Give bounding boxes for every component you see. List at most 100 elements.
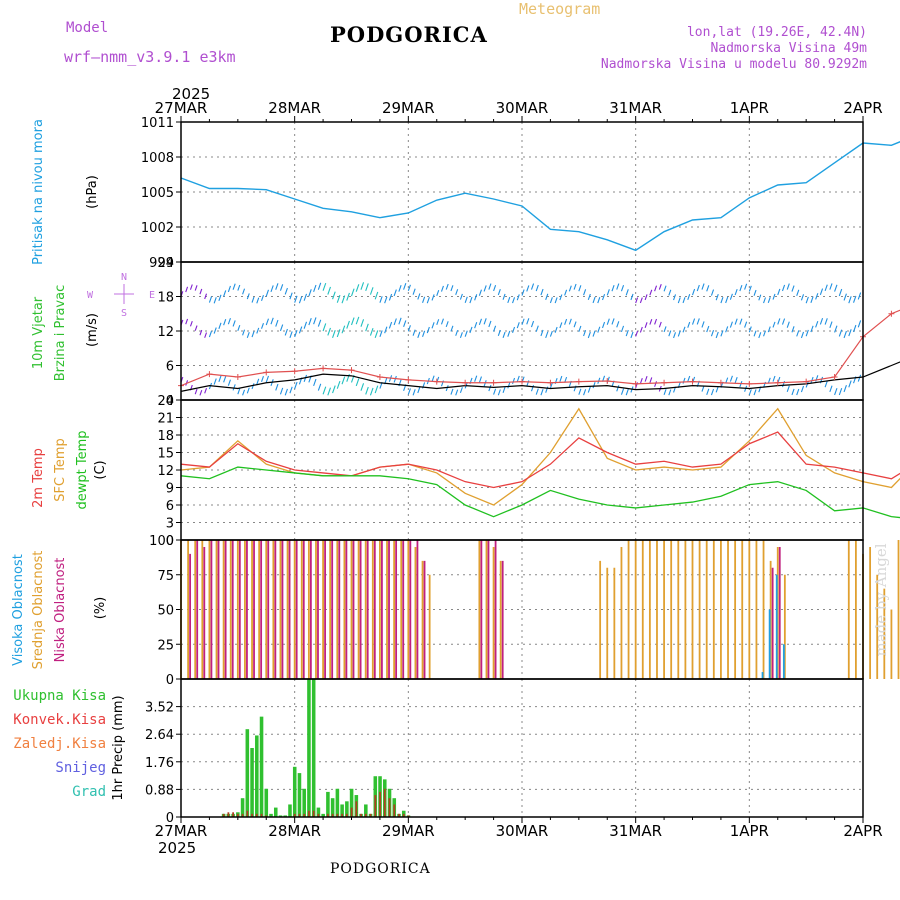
wind-barb [204,332,208,338]
wind-barb [218,375,222,383]
model-name: wrf—nmm_v3.9.1 e3km [64,48,236,66]
y-tick-label: 0.88 [145,783,174,798]
precip-convective-bar [402,813,405,817]
wind-gust-marker [348,367,355,374]
wind-barb [559,375,563,382]
wind-barb [706,388,710,396]
wind-barb [336,329,341,338]
wind-barb [265,375,270,383]
wind-barb [412,329,416,336]
elevation-label: Nadmorska Visina 49m [710,41,867,56]
y-tick-label: 12 [157,325,174,340]
y-tick-label: 1002 [141,221,174,236]
wind-barb [189,284,193,290]
wind-barb [412,389,416,396]
y-tick-label: 3.52 [145,701,174,716]
wind-barb [729,321,733,328]
y-tick-label: 12 [157,464,174,479]
temp-unit: (C) [93,460,108,479]
wind-gust-marker [291,368,298,375]
wind-barb [597,296,601,304]
y-tick-label: 21 [157,412,174,427]
wind-barb [275,319,279,327]
wind-barb [786,283,790,290]
wind-barb [535,284,539,292]
wind-barb [360,282,365,290]
wind-barb [208,330,213,338]
wind-barb [739,284,743,292]
wind-barb [227,317,231,325]
wind-barb [663,326,667,333]
wind-gust-marker [263,369,270,376]
wind-barb [620,388,625,395]
wind-barb [748,326,752,333]
pressure-line [180,141,900,252]
wind-barb [260,322,264,329]
wind-barb [341,376,346,385]
wind-barb [185,286,189,293]
wind-barb [658,321,662,328]
wind-barb [583,289,587,296]
wind-gust-marker [490,379,497,386]
wind-barb [601,321,606,329]
wind-barb [242,288,246,295]
wind-barb [748,389,752,396]
wind-barb [606,289,610,296]
wind-barb [540,389,544,396]
wind-barb [824,380,828,388]
wind-barb [815,320,819,328]
wind-barb [772,321,776,328]
y-tick-label: 50 [157,604,174,619]
precip-total-bar [345,801,349,817]
precip-legend-item: Snijeg [55,760,106,776]
precip-convective-bar [303,813,306,817]
wind-barb [663,388,667,395]
wind-barb [341,295,346,304]
wind-barb [786,385,790,392]
precip-convective-bar [222,813,225,817]
wind-barb [564,289,568,296]
wind-barb [507,382,511,389]
wind-barb [237,388,241,395]
precip-convective-bar [364,813,367,817]
wind-barb [213,297,217,304]
wind-barb [497,389,501,396]
x-day-label-bottom: 1APR [730,822,769,840]
x-day-label-bottom: 31MAR [609,822,662,840]
wind-barb [436,290,440,296]
wind-barb [194,388,198,395]
wind-barb [587,386,591,393]
wind-barb [488,320,492,328]
wind-barb [393,318,397,326]
wind-barb [223,318,227,326]
x-day-label-bottom: 27MAR [155,822,208,840]
wind-barb [829,321,833,328]
precip-total-bar [316,807,321,817]
precip-convective-bar [388,798,391,817]
wind-barb [696,284,700,292]
wind-barb [616,321,620,328]
compass-letter: N [121,272,127,283]
wind-barb [729,375,733,382]
wind-barb [336,294,341,303]
wind-barb [284,287,288,295]
wind-barb [512,297,516,304]
y-tick-label: 25 [157,638,174,653]
precip-total-bar [326,791,330,817]
wind-barb [606,318,610,325]
wind-barb [303,374,308,382]
wind-gust-marker [689,378,696,385]
precip-convective-bar [236,813,239,817]
wind-barb [597,326,601,333]
x-day-label-bottom: 2APR [843,822,882,840]
wind-barb [445,385,449,392]
wind-barb [710,388,715,396]
wind-barb [578,285,582,292]
wind-barb [706,325,710,333]
wind-barb [530,320,535,328]
wind-barb [710,289,715,296]
precip-total-bar [297,773,302,817]
wind-barb [564,318,568,325]
precip-convective-bar [241,813,244,817]
wind-barb [791,388,795,396]
